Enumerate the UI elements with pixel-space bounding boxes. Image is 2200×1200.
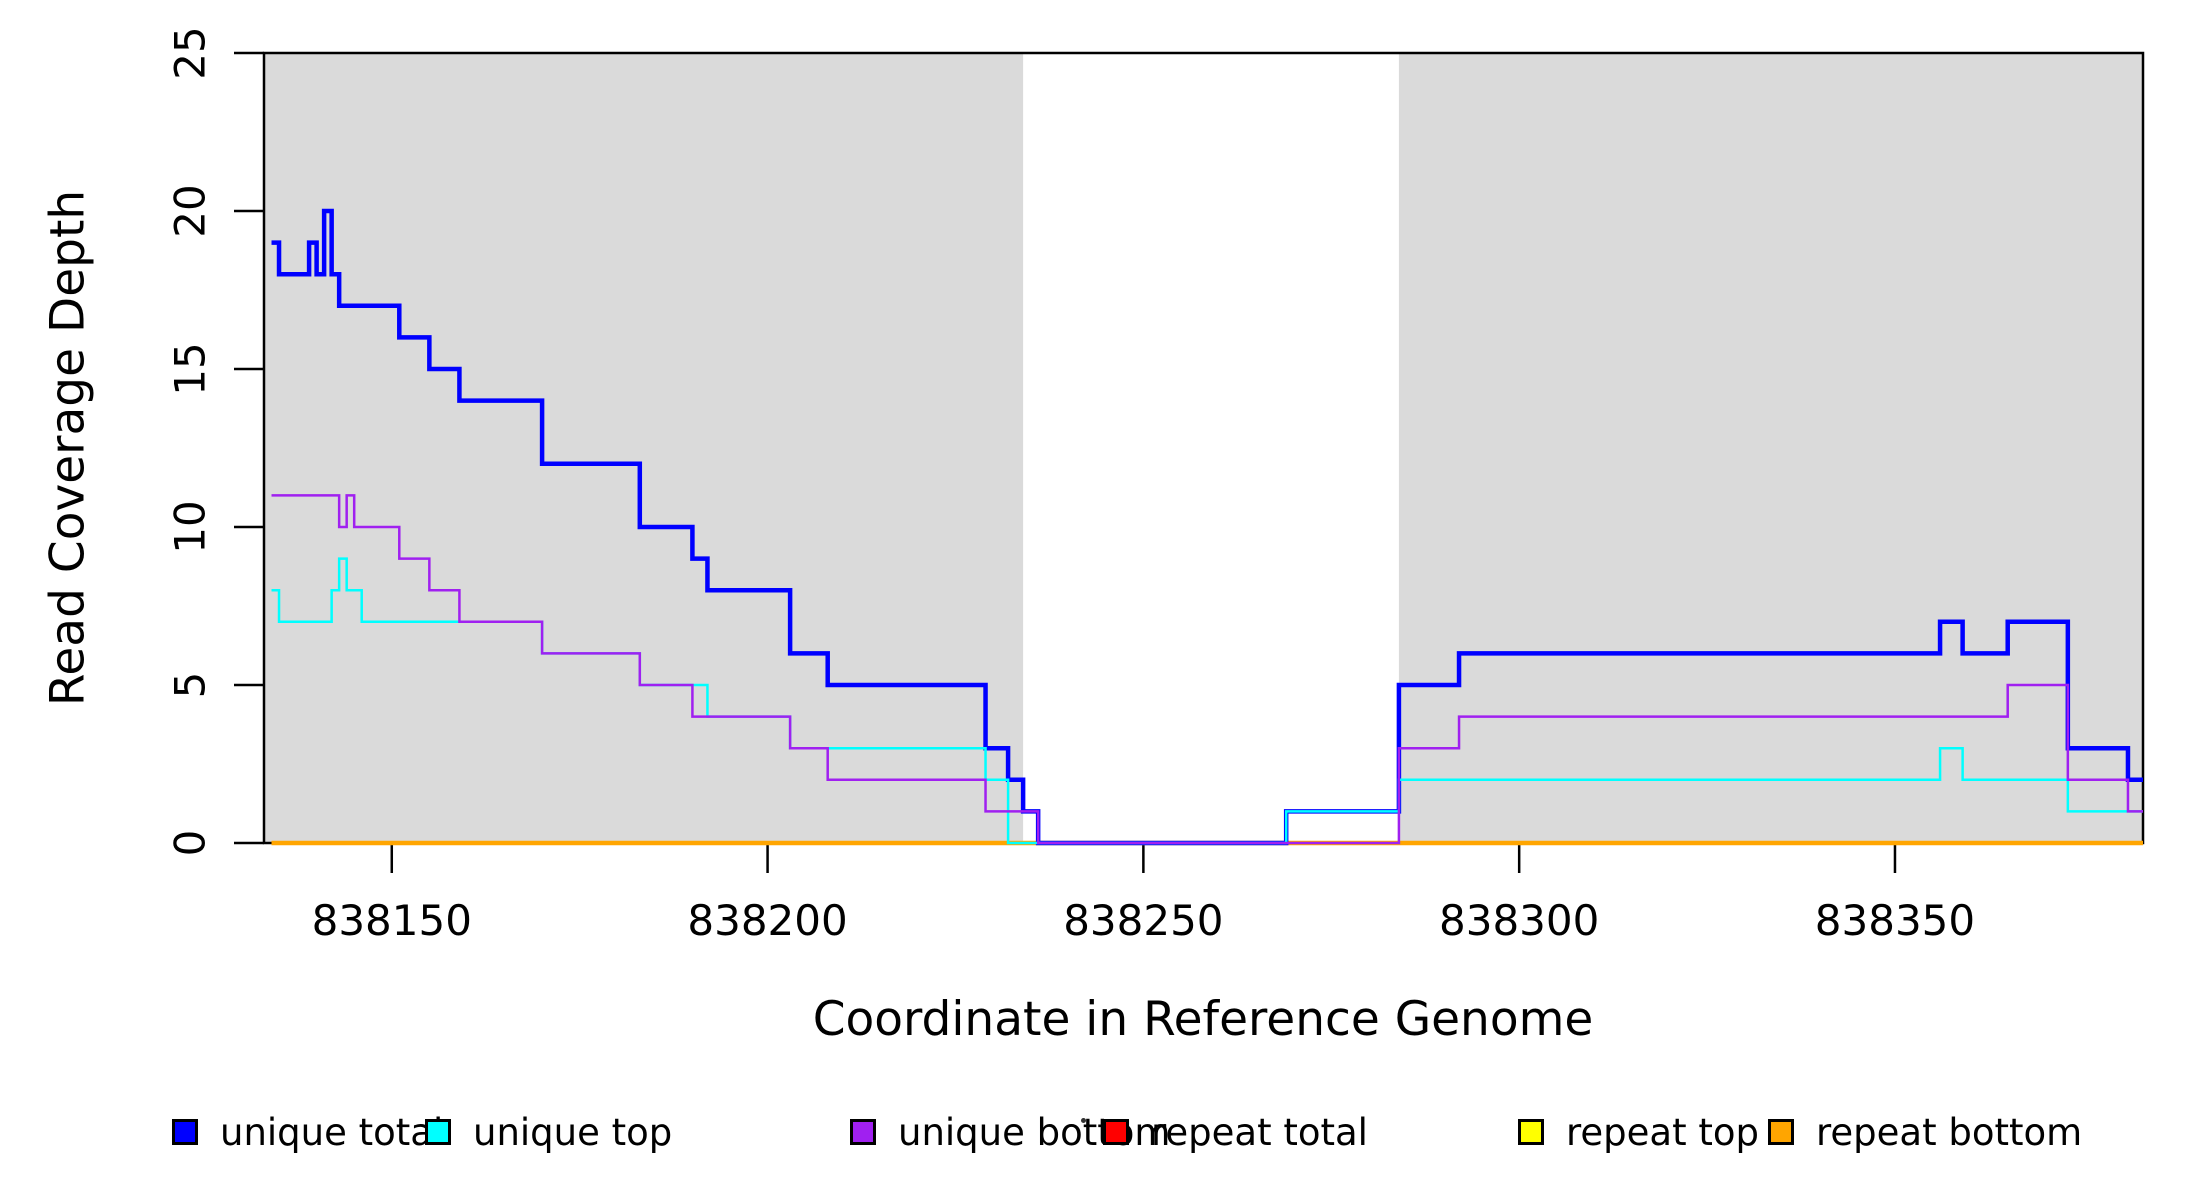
x-tick-label: 838300 [1439,896,1600,945]
y-tick-label: 5 [165,671,215,699]
shaded-region [264,53,1024,843]
legend-label: unique total [220,1110,444,1154]
y-tick-label: 25 [165,26,215,80]
series-lines [271,208,2143,846]
y-axis-title: Read Coverage Depth [40,189,96,707]
legend-label: unique top [473,1110,673,1154]
legend-label: repeat total [1151,1110,1368,1154]
legend-item-repeat-total: repeat total [1103,1108,1368,1156]
series-line-unique-bottom [271,494,2143,845]
legend-swatch-icon [1518,1119,1544,1145]
series-line-unique-total [271,208,2143,846]
legend-swatch-icon [425,1119,451,1145]
y-tick-label: 15 [165,342,215,396]
y-tick-label: 20 [165,184,215,238]
legend-swatch-icon [850,1119,876,1145]
legend-item-unique-top: unique top [425,1108,672,1156]
y-tick-label: 0 [165,829,215,857]
x-tick-label: 838150 [311,896,472,945]
legend-item-repeat-bottom: repeat bottom [1768,1108,2082,1156]
y-tick-label: 10 [165,500,215,554]
shaded-region [1398,53,2143,843]
stray-dot [1081,1118,1086,1123]
legend-swatch-icon [1103,1119,1129,1145]
legend-swatch-icon [1768,1119,1794,1145]
x-axis-title: Coordinate in Reference Genome [812,992,1594,1047]
x-tick-label: 838350 [1814,896,1976,945]
x-tick-label: 838200 [687,896,848,945]
legend-swatch-icon [172,1119,198,1145]
legend-label: repeat top [1566,1110,1759,1154]
x-tick-label: 838250 [1063,896,1224,945]
legend-item-repeat-top: repeat top [1518,1108,1759,1156]
legend-item-unique-total: unique total [172,1108,443,1156]
legend-label: repeat bottom [1816,1110,2083,1154]
